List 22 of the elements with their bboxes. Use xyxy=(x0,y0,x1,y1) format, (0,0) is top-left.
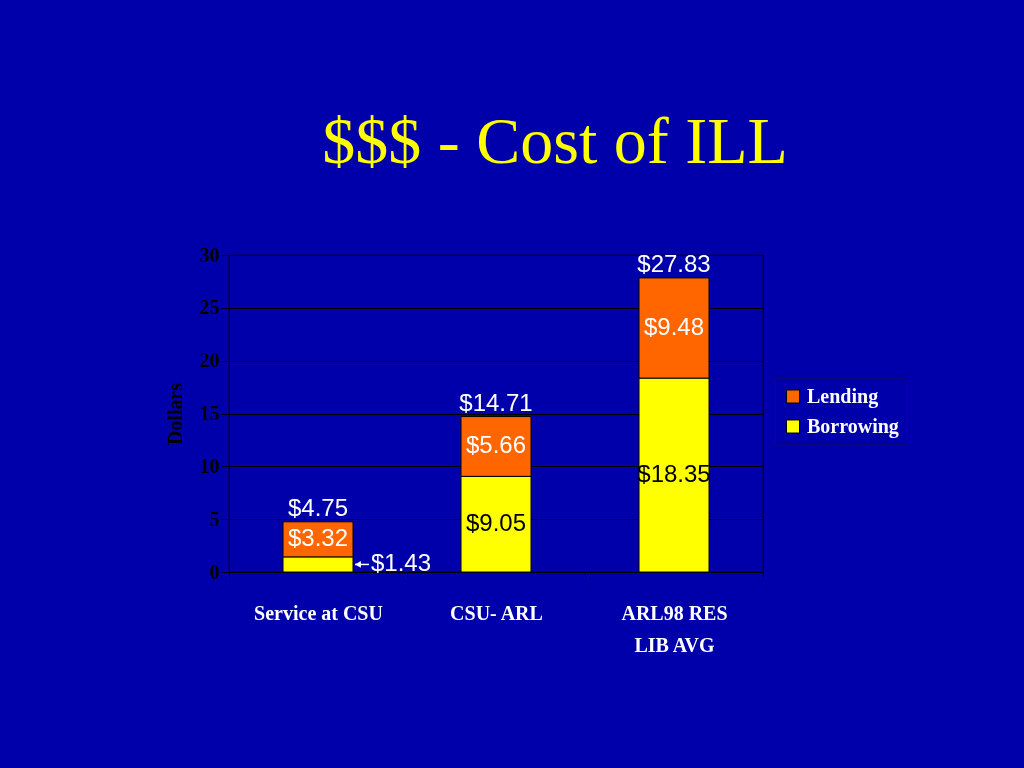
chart-title: $$$ - Cost of ILL xyxy=(322,104,788,177)
y-tick-label: 10 xyxy=(199,454,220,477)
y-tick-label: 30 xyxy=(199,243,220,266)
y-tick-label: 25 xyxy=(199,296,220,319)
data-label: $9.48 xyxy=(643,313,705,341)
legend-label: Lending xyxy=(807,384,879,408)
y-tick-label: 5 xyxy=(209,507,220,530)
data-label: $5.66 xyxy=(465,431,527,459)
y-tick-label: 0 xyxy=(209,560,220,583)
y-tick-label: 20 xyxy=(199,349,220,372)
data-label: $3.32 xyxy=(287,524,349,552)
x-tick-label: Service at CSU xyxy=(254,601,383,624)
total-label: $27.83 xyxy=(637,249,711,277)
data-label: $9.05 xyxy=(465,509,527,537)
x-tick-label: CSU- ARL xyxy=(450,601,543,624)
y-axis-title: Dollars xyxy=(163,382,186,446)
legend-label: Borrowing xyxy=(807,414,899,438)
y-tick-label: 15 xyxy=(199,402,220,424)
total-label: $14.71 xyxy=(459,388,533,416)
total-label: $4.75 xyxy=(287,493,349,521)
x-tick-label: ARL98 RES LIB AVG xyxy=(621,601,728,656)
data-label: $1.43 xyxy=(371,549,432,577)
